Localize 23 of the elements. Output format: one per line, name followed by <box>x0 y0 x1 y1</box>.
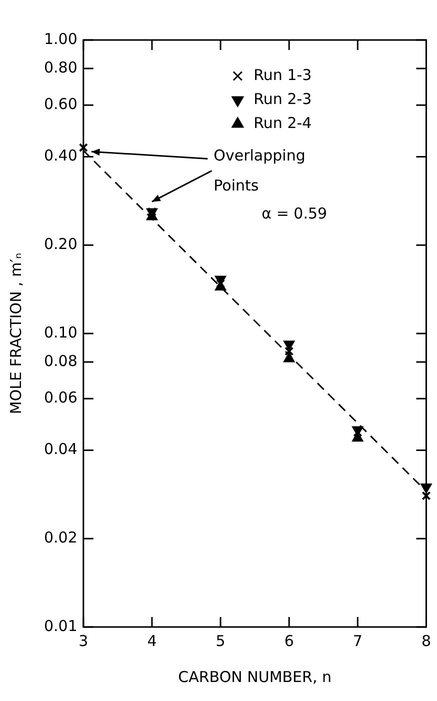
y-tick-label: 0.80 <box>44 58 78 76</box>
y-tick-label: 0.02 <box>44 528 78 547</box>
x-axis-title: CARBON NUMBER, n <box>178 668 332 686</box>
x-tick-label: 4 <box>147 632 157 650</box>
x-tick-label: 8 <box>421 632 431 650</box>
x-tick-label: 5 <box>216 632 226 650</box>
y-axis-title: MOLE FRACTION , m′ₙ <box>6 252 25 414</box>
annotation: α = 0.59 <box>262 204 328 223</box>
y-tick-label: 0.06 <box>44 388 78 407</box>
y-tick-label: 0.08 <box>44 352 78 370</box>
y-tick-label: 1.00 <box>44 30 78 48</box>
y-tick-label: 0.20 <box>44 235 78 254</box>
x-tick-label: 6 <box>284 632 294 650</box>
y-tick-label: 0.04 <box>44 440 78 458</box>
legend-label: Run 1-3 <box>254 66 312 84</box>
legend-label: Run 2-4 <box>254 114 312 132</box>
y-tick-label: 0.40 <box>44 146 78 165</box>
legend-label: Run 2-3 <box>254 90 312 108</box>
x-tick-label: 3 <box>78 632 88 650</box>
y-tick-label: 0.10 <box>44 323 78 342</box>
x-tick-label: 7 <box>352 632 362 650</box>
y-tick-label: 0.01 <box>44 616 78 635</box>
y-tick-label: 0.60 <box>44 95 78 114</box>
